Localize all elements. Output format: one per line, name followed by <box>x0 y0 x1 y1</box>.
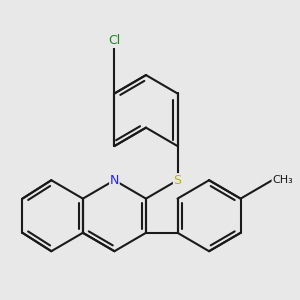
Text: S: S <box>173 174 181 187</box>
Text: Cl: Cl <box>108 34 121 47</box>
Text: CH₃: CH₃ <box>272 175 293 185</box>
Text: N: N <box>110 174 119 187</box>
